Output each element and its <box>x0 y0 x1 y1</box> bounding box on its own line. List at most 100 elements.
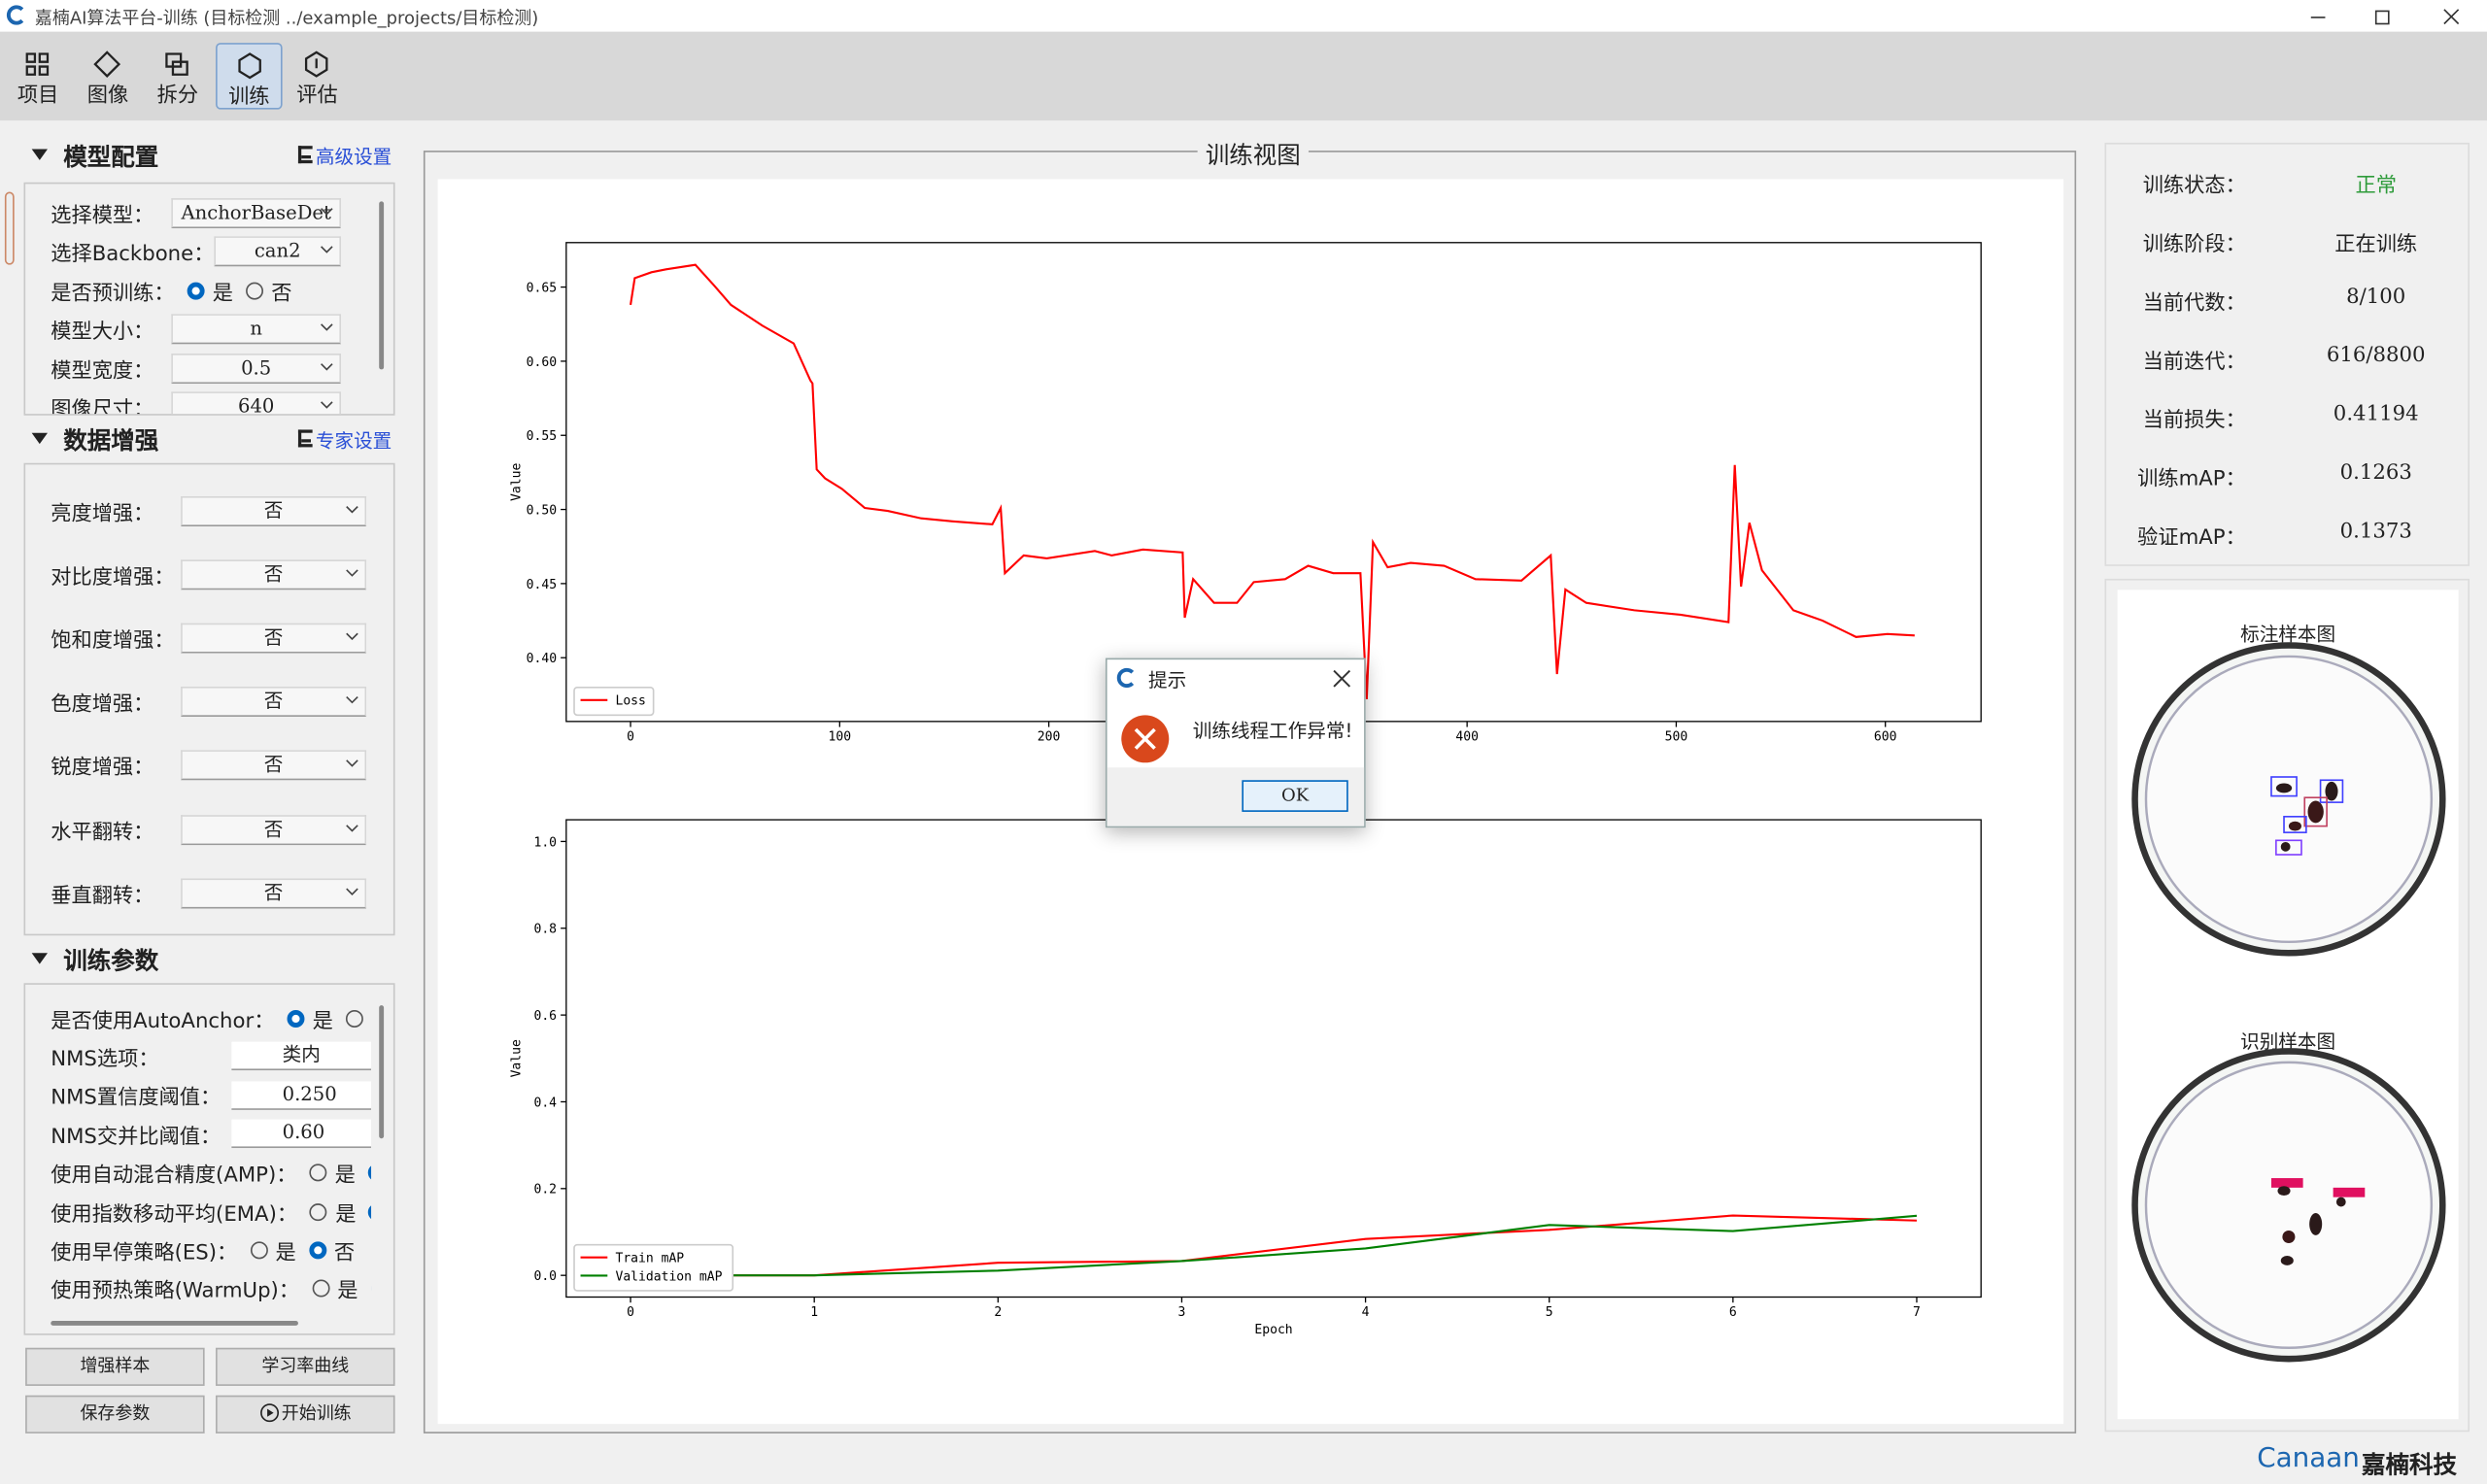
y-axis-label: Value <box>510 1039 525 1077</box>
toolbar-button[interactable]: 拆分 <box>145 43 212 110</box>
field-label: 垂直翻转： <box>51 884 154 908</box>
x-tick-label: 500 <box>1665 729 1688 744</box>
action-button[interactable]: 增强样本 <box>25 1347 205 1386</box>
dialog-close[interactable] <box>1332 669 1351 689</box>
status-value: 正常 <box>2355 174 2397 199</box>
field-label: 水平翻转： <box>51 820 154 845</box>
form-row: NMS选项： 类内 <box>51 1041 372 1073</box>
combo-box[interactable]: 否 <box>181 623 367 654</box>
field-label: 使用预热策略(WarmUp)： <box>51 1280 300 1304</box>
radio-button[interactable] <box>250 1241 268 1260</box>
combo-box[interactable]: AnchorBaseDet <box>171 197 342 228</box>
line-edit[interactable]: 类内 <box>231 1042 372 1071</box>
combo-box[interactable]: 否 <box>181 495 367 526</box>
link-icon <box>297 429 313 448</box>
section-link[interactable]: 专家设置 <box>315 429 392 453</box>
combo-box[interactable]: 否 <box>181 814 367 845</box>
y-tick-label: 0.50 <box>527 503 557 518</box>
play-icon <box>259 1403 279 1423</box>
line-edit[interactable]: 0.60 <box>231 1119 372 1149</box>
radio-button[interactable] <box>368 1202 372 1221</box>
legend-label: Loss <box>615 694 645 709</box>
form-row: 使用自动混合精度(AMP)：是否 <box>51 1157 372 1189</box>
field-value: 类内 <box>282 1043 321 1066</box>
field-label: 选择模型： <box>51 203 154 228</box>
section-title: 训练参数 <box>63 946 159 976</box>
action-button[interactable]: 开始训练 <box>216 1395 395 1433</box>
combo-box[interactable]: n <box>171 314 342 345</box>
action-button[interactable]: 保存参数 <box>25 1395 205 1433</box>
field-label: 饱和度增强： <box>51 628 175 654</box>
radio-button[interactable] <box>310 1202 328 1221</box>
toolbar-button[interactable]: 评估 <box>284 43 351 110</box>
group-title: 训练视图 <box>1197 138 1309 172</box>
x-tick-label: 600 <box>1874 729 1897 744</box>
radio-button[interactable] <box>187 281 205 299</box>
radio-button[interactable] <box>287 1009 305 1028</box>
x-tick-label: 200 <box>1038 729 1061 744</box>
toolbar-button[interactable]: 图像 <box>75 43 142 110</box>
samples-panel <box>2104 578 2470 1433</box>
field-label: 锐度增强： <box>51 757 154 781</box>
toolbar-icon <box>304 51 328 78</box>
radio-button[interactable] <box>246 281 264 299</box>
chevron <box>321 207 333 215</box>
window-controls[interactable] <box>2300 3 2474 28</box>
icon-shape <box>304 51 328 78</box>
dialog-title: 提示 <box>1148 668 1187 691</box>
ok-button[interactable]: OK <box>1242 780 1348 812</box>
radio-button[interactable] <box>345 1009 363 1028</box>
form-row: 是否预训练： 是 否 <box>51 274 341 306</box>
form-row: 色度增强： 否 <box>51 686 367 718</box>
toolbar-button[interactable]: 项目 <box>5 43 72 110</box>
field-label: NMS置信度阈值： <box>51 1086 221 1111</box>
status-label: 训练状态： <box>2142 174 2246 199</box>
scrollbar <box>379 1005 385 1139</box>
status-value: 616/8800 <box>2326 344 2426 368</box>
footer-brand: Canaan <box>2257 1442 2360 1475</box>
combo-box[interactable]: can2 <box>214 236 342 267</box>
field-value: n <box>250 317 262 340</box>
form-row: 模型大小： n <box>51 313 342 345</box>
status-value: 0.41194 <box>2333 402 2419 427</box>
x-axis-label: Epoch <box>1254 1323 1292 1337</box>
form-row: 模型宽度： 0.5 <box>51 352 342 384</box>
y-tick-label: 0.4 <box>533 1096 557 1110</box>
icon-shape <box>93 51 121 78</box>
button-label: 开始训练 <box>281 1402 352 1425</box>
x-tick-label: 3 <box>1178 1305 1186 1320</box>
line-edit[interactable]: 0.250 <box>231 1081 372 1110</box>
sample-title: 标注样本图 <box>2240 623 2336 646</box>
radio-button[interactable] <box>312 1280 330 1298</box>
radio-button[interactable] <box>308 1241 326 1260</box>
toolbar-label: 评估 <box>296 84 338 109</box>
combo-box[interactable]: 否 <box>181 877 367 908</box>
radio-label: 是 <box>337 1280 358 1304</box>
plot-frame <box>565 242 1982 723</box>
field-label: 对比度增强： <box>51 565 175 590</box>
combo-box[interactable]: 0.5 <box>171 353 342 384</box>
form-row: 垂直翻转： 否 <box>51 877 367 909</box>
toolbar: 项目 图像 拆分 训练 评估 <box>0 31 2487 121</box>
action-button[interactable]: 学习率曲线 <box>216 1347 395 1386</box>
toolbar-button[interactable]: 训练 <box>216 43 283 110</box>
x-tick-label: 100 <box>829 729 852 744</box>
toolbar-label: 拆分 <box>156 84 199 109</box>
field-value: 640 <box>237 394 275 416</box>
status-label: 当前代数： <box>2142 291 2246 316</box>
button-label: 增强样本 <box>80 1355 151 1377</box>
x-tick-label: 2 <box>994 1305 1002 1320</box>
y-tick-label: 0.6 <box>533 1009 557 1024</box>
dialog-icon <box>1116 667 1135 689</box>
scrollbar <box>379 201 385 370</box>
field-label: NMS交并比阈值： <box>51 1125 221 1150</box>
combo-box[interactable]: 否 <box>181 687 367 718</box>
section-link[interactable]: 高级设置 <box>315 146 392 169</box>
combo-box[interactable]: 否 <box>181 750 367 781</box>
radio-button[interactable] <box>309 1164 327 1182</box>
form-row: NMS交并比阈值： 0.60 <box>51 1118 372 1150</box>
y-axis-label: Value <box>510 463 525 501</box>
combo-box[interactable]: 否 <box>181 558 367 590</box>
error-dialog: 提示 训练线程工作异常! OK <box>1105 658 1366 828</box>
spin-box[interactable]: 640 <box>171 391 342 416</box>
